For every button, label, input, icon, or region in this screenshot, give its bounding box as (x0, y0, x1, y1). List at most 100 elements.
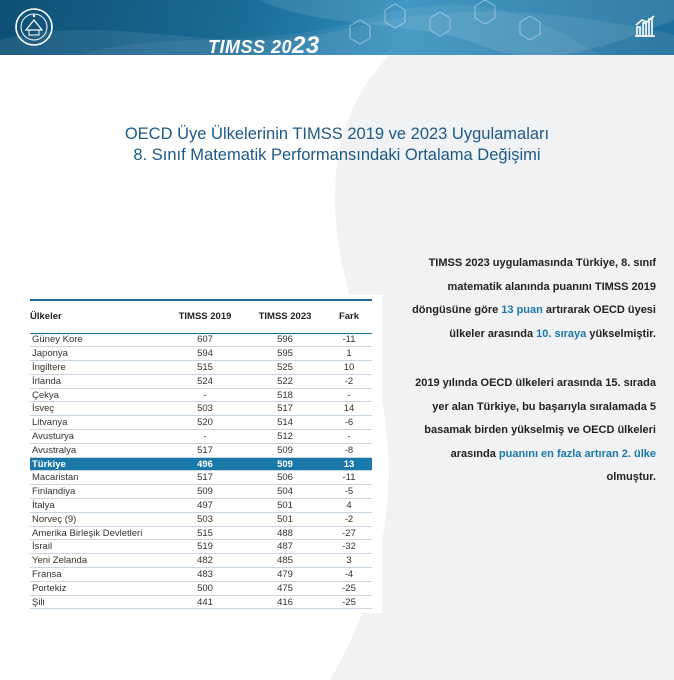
cell-country: İrlanda (30, 374, 166, 389)
table-row: İngiltere 515 525 10 (30, 360, 372, 375)
cell-country: Litvanya (30, 415, 166, 431)
cell-timss-2019: 483 (166, 567, 244, 582)
cell-timss-2019: 500 (166, 581, 244, 596)
cell-difference: -5 (326, 484, 372, 500)
cell-timss-2019: 441 (166, 595, 244, 610)
table-row: Macaristan 517 506 -11 (30, 470, 372, 486)
cell-country: Amerika Birleşik Devletleri (30, 526, 166, 541)
cell-country: Yeni Zelanda (30, 553, 166, 569)
cell-country: Macaristan (30, 470, 166, 486)
body-text: TIMSS 2023 uygulamasında Türkiye, 8. sın… (412, 257, 656, 316)
table-row: Güney Kore 607 596 -11 (30, 333, 372, 348)
table-row: İrlanda 524 522 -2 (30, 374, 372, 389)
cell-timss-2019: 594 (166, 346, 244, 362)
table-row: Avusturya -512- (30, 429, 372, 444)
cell-country: Fransa (30, 567, 166, 582)
body-text: artırarak OECD üyesi ülkeler arasında (449, 304, 656, 340)
cell-difference: -6 (326, 415, 372, 431)
banner-wave-decoration (0, 0, 674, 55)
cell-timss-2023: 475 (244, 581, 326, 596)
cell-timss-2023: 509 (244, 443, 326, 458)
cell-country: Avusturya (30, 429, 166, 444)
cell-timss-2019: 515 (166, 360, 244, 375)
highlight-text: 13 puan (501, 304, 543, 316)
cell-timss-2023: 596 (244, 333, 326, 348)
table-header-row: Ülkeler TIMSS 2019 TIMSS 2023 Fark (30, 301, 372, 334)
table-row: İsveç 503 517 14 (30, 401, 372, 417)
table-row: Fransa 483 479 -4 (30, 567, 372, 582)
info-text: TIMSS 2023 uygulamasında Türkiye, 8. sın… (400, 252, 656, 490)
cell-timss-2019: 496 (166, 457, 244, 472)
header-difference: Fark (326, 301, 372, 334)
banner-title: TIMSS 2023 (208, 32, 320, 55)
body-text: olmuştur. (606, 471, 656, 483)
cell-timss-2019: 607 (166, 333, 244, 348)
results-table: Ülkeler TIMSS 2019 TIMSS 2023 Fark Güney… (30, 301, 372, 610)
cell-country: İsveç (30, 401, 166, 417)
results-table-card: Ülkeler TIMSS 2019 TIMSS 2023 Fark Güney… (22, 295, 382, 613)
header-banner: TIMSS 2023 (0, 0, 674, 55)
cell-timss-2023: 517 (244, 401, 326, 417)
cell-timss-2023: 479 (244, 567, 326, 582)
cell-timss-2023: 501 (244, 512, 326, 527)
cell-difference: 1 (326, 346, 372, 362)
cell-country: Japonya (30, 346, 166, 362)
cell-timss-2019: - (166, 429, 244, 444)
table-row: Türkiye 496 509 13 (30, 457, 372, 472)
cell-country: İngiltere (30, 360, 166, 375)
table-row: Portekiz 500 475 -25 (30, 581, 372, 596)
highlight-text: 10. sıraya (536, 327, 587, 340)
table-row: Litvanya 520 514 -6 (30, 415, 372, 431)
cell-country: Avustralya (30, 443, 166, 458)
cell-timss-2019: - (166, 388, 244, 403)
cell-timss-2019: 519 (166, 539, 244, 555)
table-row: Amerika Birleşik Devletleri 515 488 -27 (30, 526, 372, 541)
page-title-line-1: OECD Üye Ülkelerinin TIMSS 2019 ve 2023 … (124, 125, 550, 143)
cell-timss-2023: 416 (244, 595, 326, 610)
page-title-line-2: 8. Sınıf Matematik Performansındaki Orta… (133, 146, 541, 164)
cell-difference: -25 (326, 581, 372, 596)
header-country: Ülkeler (30, 301, 166, 334)
cell-difference: -2 (326, 374, 372, 389)
table-row: Finlandiya 509 504 -5 (30, 484, 372, 500)
cell-timss-2019: 524 (166, 374, 244, 389)
table-row: İtalya 497 501 4 (30, 498, 372, 513)
cell-timss-2023: 595 (244, 346, 326, 362)
body-text: yükselmiştir. (586, 327, 656, 340)
cell-difference: -11 (326, 470, 372, 486)
body-text: 2019 yılında OECD ülkeleri arasında 15. … (415, 377, 656, 460)
table-row: İsrail 519 487 -32 (30, 539, 372, 555)
cell-timss-2023: 514 (244, 415, 326, 431)
cell-country: İtalya (30, 498, 166, 513)
cell-country: Finlandiya (30, 484, 166, 500)
table-row: Şili 441 416 -25 (30, 595, 372, 610)
table-row: Yeni Zelanda 482 485 3 (30, 553, 372, 569)
cell-country: Norveç (9) (30, 512, 166, 527)
cell-difference: 4 (326, 498, 372, 513)
ministry-seal-icon (15, 8, 53, 46)
cell-timss-2019: 520 (166, 415, 244, 431)
cell-timss-2023: 512 (244, 429, 326, 444)
cell-difference: -8 (326, 443, 372, 458)
cell-difference: 3 (326, 553, 372, 569)
cell-timss-2019: 517 (166, 470, 244, 486)
cell-timss-2023: 509 (244, 457, 326, 472)
cell-timss-2023: 504 (244, 484, 326, 500)
info-paragraph-2: 2019 yılında OECD ülkeleri arasında 15. … (400, 372, 656, 490)
cell-difference: -4 (326, 567, 372, 582)
cell-country: Portekiz (30, 581, 166, 596)
cell-timss-2023: 485 (244, 553, 326, 569)
cell-country: Şili (30, 595, 166, 610)
cell-timss-2019: 517 (166, 443, 244, 458)
page-title: OECD Üye Ülkelerinin TIMSS 2019 ve 2023 … (40, 124, 634, 166)
cell-timss-2019: 503 (166, 401, 244, 417)
cell-timss-2019: 503 (166, 512, 244, 527)
cell-timss-2023: 488 (244, 526, 326, 541)
cell-difference: 14 (326, 401, 372, 417)
cell-country: İsrail (30, 539, 166, 555)
table-row: Japonya 594 595 1 (30, 346, 372, 362)
cell-timss-2019: 497 (166, 498, 244, 513)
cell-country: Çekya (30, 388, 166, 403)
cell-timss-2019: 509 (166, 484, 244, 500)
cell-timss-2023: 522 (244, 374, 326, 389)
